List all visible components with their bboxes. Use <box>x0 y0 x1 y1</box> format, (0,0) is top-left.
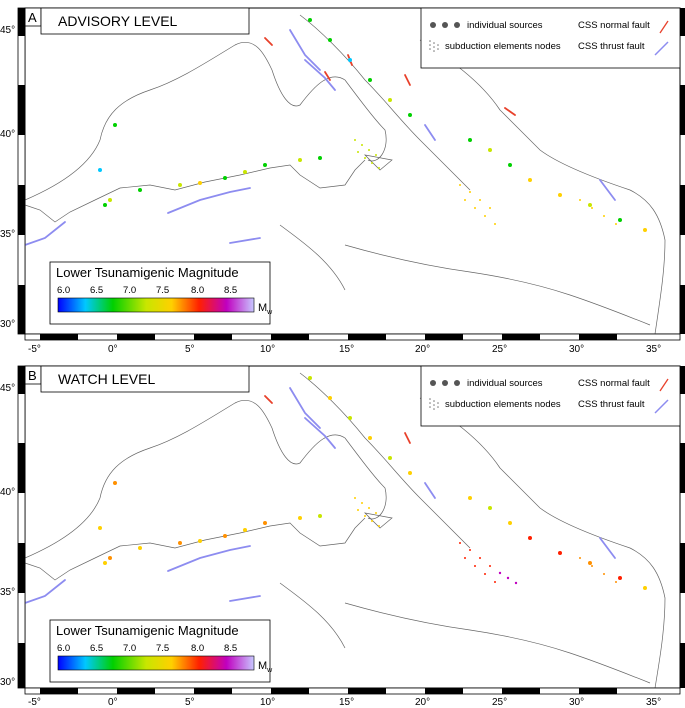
colorbar-ticks: 6.0 6.5 7.0 7.5 8.0 8.5 <box>57 643 237 654</box>
lon-tick: 0° <box>108 344 118 354</box>
lat-tick: 35° <box>0 229 15 240</box>
legend-normal-fault: CSS normal fault <box>578 378 650 389</box>
colorbar-tick-8-5: 8.5 <box>224 285 237 296</box>
lon-tick: 10° <box>260 344 275 354</box>
lon-axis-blocks <box>40 688 617 694</box>
colorbar-tick-6-0: 6.0 <box>57 285 70 296</box>
fault-traces <box>24 29 616 246</box>
thrust-fault-symbol <box>654 41 669 56</box>
lat-tick: 30° <box>0 319 15 330</box>
lon-tick: 15° <box>339 697 354 708</box>
colorbar-title: Lower Tsunamigenic Magnitude <box>56 265 239 280</box>
panel-title-box <box>40 365 250 393</box>
normal-fault-symbol <box>659 20 669 34</box>
lon-tick-labels: -5° 0° 5° 10° 15° 20° 25° 30° 35° <box>28 697 661 708</box>
advisory-content: A ADVISORY LEVEL individual sources subd… <box>0 7 685 354</box>
legend-subduction-nodes: subduction elements nodes <box>445 41 561 52</box>
colorbar-tick-6-5: 6.5 <box>90 285 103 296</box>
lat-tick: 30° <box>0 677 15 688</box>
colorbar-gradient <box>57 655 255 671</box>
lon-tick: 5° <box>185 344 195 354</box>
lat-tick: 45° <box>0 383 15 394</box>
lat-tick-labels: 45° 40° 35° 30° <box>0 383 15 688</box>
colorbar-unit: Mw <box>258 302 273 316</box>
watch-map: B WATCH LEVEL individual sources subduct… <box>0 365 685 708</box>
colorbar-tick-6-5: 6.5 <box>90 643 103 654</box>
colorbar-tick-6-0: 6.0 <box>57 643 70 654</box>
lon-tick: 0° <box>108 697 118 708</box>
advisory-map: A ADVISORY LEVEL individual sources subd… <box>0 7 685 354</box>
lon-axis-blocks <box>40 334 617 340</box>
lon-tick: -5° <box>28 697 41 708</box>
lat-axis-blocks <box>18 366 685 688</box>
colorbar-tick-7-0: 7.0 <box>123 285 136 296</box>
legend-normal-fault: CSS normal fault <box>578 20 650 31</box>
lat-tick: 40° <box>0 487 15 498</box>
legend-thrust-fault: CSS thrust fault <box>578 399 645 410</box>
panel-letter: A <box>28 10 37 25</box>
lon-tick: 15° <box>339 344 354 354</box>
colorbar-tick-8-0: 8.0 <box>191 285 204 296</box>
legend-thrust-fault: CSS thrust fault <box>578 41 645 52</box>
colorbar-box <box>49 619 271 683</box>
colorbar-tick-7-0: 7.0 <box>123 643 136 654</box>
colorbar-tick-7-5: 7.5 <box>156 285 169 296</box>
subduction-node-clouds <box>354 139 617 225</box>
individual-sources-symbol <box>430 22 460 28</box>
individual-source-dots <box>98 376 647 590</box>
colorbar-ticks: 6.0 6.5 7.0 7.5 8.0 8.5 <box>57 285 237 296</box>
legend-box <box>420 365 681 427</box>
lat-axis-blocks <box>18 8 685 334</box>
advisory-panel: A ADVISORY LEVEL individual sources subd… <box>0 7 685 354</box>
fault-traces <box>24 387 616 604</box>
lat-tick: 45° <box>0 25 15 36</box>
lon-tick: -5° <box>28 344 41 354</box>
legend-box <box>420 7 681 69</box>
lon-tick: 10° <box>260 697 275 708</box>
lon-tick: 20° <box>415 344 430 354</box>
lat-axis-bar <box>17 365 26 689</box>
panel-title: ADVISORY LEVEL <box>58 13 178 29</box>
colorbar-tick-8-5: 8.5 <box>224 643 237 654</box>
colorbar-title: Lower Tsunamigenic Magnitude <box>56 623 239 638</box>
legend-individual-sources: individual sources <box>467 20 543 31</box>
lon-tick: 25° <box>492 344 507 354</box>
lon-tick: 5° <box>185 697 195 708</box>
colorbar-tick-8-0: 8.0 <box>191 643 204 654</box>
colorbar-box <box>49 261 271 325</box>
individual-source-dots <box>98 18 647 232</box>
colorbar-tick-7-5: 7.5 <box>156 643 169 654</box>
panel-title: WATCH LEVEL <box>58 371 155 387</box>
lon-tick: 35° <box>646 697 661 708</box>
legend-individual-sources: individual sources <box>467 378 543 389</box>
lat-tick-labels: 45° 40° 35° 30° <box>0 25 15 330</box>
colorbar-unit: Mw <box>258 660 273 674</box>
watch-panel: B WATCH LEVEL individual sources subduct… <box>0 358 685 708</box>
panel-title-box <box>40 7 250 35</box>
lon-tick-labels: -5° 0° 5° 10° 15° 20° 25° 30° 35° <box>28 344 661 354</box>
individual-sources-symbol <box>430 380 460 386</box>
colorbar-gradient <box>57 297 255 313</box>
lat-tick: 35° <box>0 587 15 598</box>
lon-tick: 20° <box>415 697 430 708</box>
lon-tick: 30° <box>569 697 584 708</box>
lon-tick: 35° <box>646 344 661 354</box>
watch-content: B WATCH LEVEL individual sources subduct… <box>0 365 685 708</box>
coastline <box>24 372 666 689</box>
subduction-nodes-symbol <box>429 40 439 52</box>
panel-letter: B <box>28 368 37 383</box>
subduction-nodes-symbol <box>429 398 439 410</box>
thrust-fault-symbol <box>654 399 669 414</box>
legend-subduction-nodes: subduction elements nodes <box>445 399 561 410</box>
lat-tick: 40° <box>0 129 15 140</box>
subduction-node-clouds <box>354 497 617 585</box>
lon-tick: 25° <box>492 697 507 708</box>
normal-fault-symbol <box>659 378 669 392</box>
lon-tick: 30° <box>569 344 584 354</box>
